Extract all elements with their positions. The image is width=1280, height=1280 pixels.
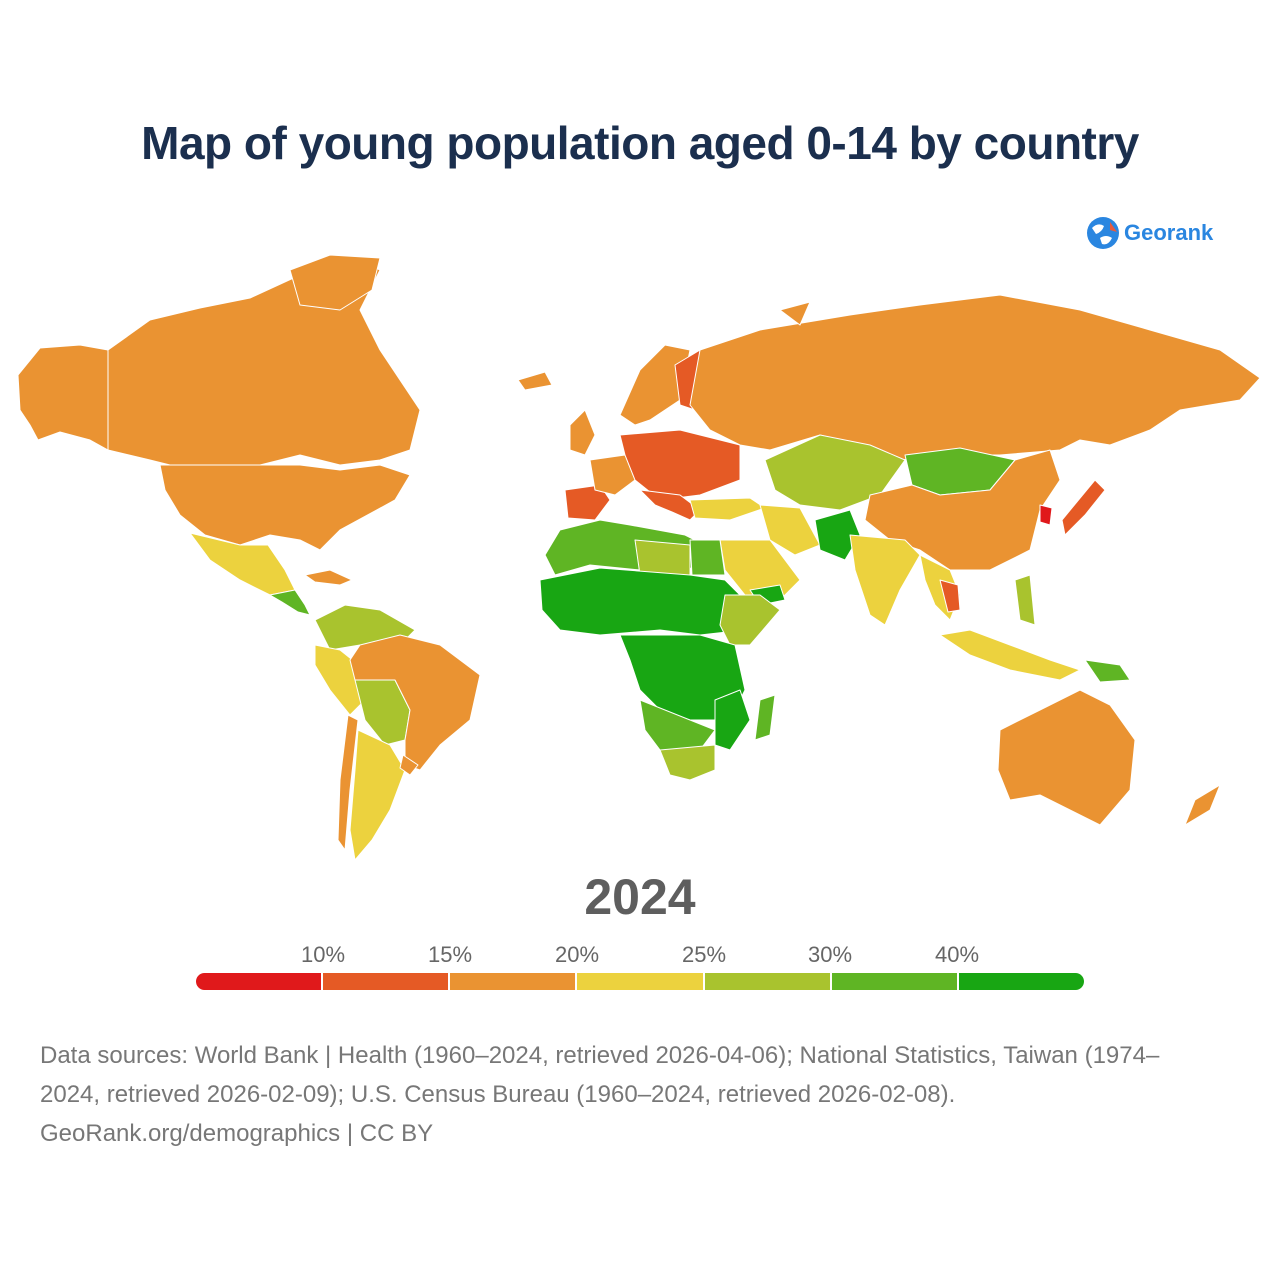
region-southern-africa (659, 744, 716, 781)
region-papua (1084, 659, 1131, 683)
logo-text: Georank (1124, 220, 1214, 245)
region-turkey (689, 497, 766, 521)
legend-swatch (577, 973, 705, 990)
region-central-europe (619, 429, 741, 501)
region-balkans-italy (639, 489, 701, 521)
map-title: Map of young population aged 0-14 by cou… (141, 117, 1139, 169)
sources-line: Data sources: World Bank | Health (1960–… (40, 1042, 1160, 1069)
legend-tick-label: 20% (554, 942, 600, 967)
legend-swatch (196, 973, 324, 990)
sources-link[interactable]: GeoRank.org/demographics | CC BY (40, 1120, 434, 1147)
legend: 10% 15% 20% 25% 30% 40% (196, 940, 1084, 992)
data-sources: Data sources: World Bank | Health (1960–… (40, 1036, 1250, 1153)
region-usa (159, 464, 411, 551)
region-greenland (289, 254, 381, 311)
region-central-africa (619, 634, 746, 721)
region-canada (107, 259, 421, 466)
region-novaya-zemlya (779, 301, 811, 326)
region-thailand (939, 579, 961, 613)
region-east-africa (719, 594, 781, 646)
legend-color-bar (196, 973, 1084, 990)
region-japan (1061, 479, 1106, 536)
region-australia (997, 689, 1136, 826)
region-philippines (1014, 574, 1036, 626)
region-peru-ecuador (314, 644, 371, 716)
globe-icon (1087, 217, 1119, 249)
legend-tick-label: 10% (300, 942, 346, 967)
region-korea (1039, 504, 1053, 526)
georank-logo[interactable]: Georank (1086, 214, 1213, 252)
region-uruguay (399, 754, 419, 776)
legend-tick-label: 30% (807, 942, 853, 967)
region-france (589, 454, 636, 496)
sources-line: 2024, retrieved 2026-02-09); U.S. Census… (40, 1081, 956, 1108)
legend-swatch (450, 973, 578, 990)
legend-tick-label: 25% (681, 942, 727, 967)
legend-swatch (958, 973, 1084, 990)
region-central-america (269, 589, 311, 616)
region-alaska (17, 344, 109, 451)
legend-swatch (323, 973, 451, 990)
legend-swatch (704, 973, 832, 990)
region-caribbean (304, 569, 353, 586)
region-uk-ireland (569, 409, 596, 456)
region-chile (337, 714, 359, 851)
world-map (17, 254, 1261, 861)
legend-swatch (831, 973, 959, 990)
region-argentina (349, 729, 406, 861)
region-libya (634, 539, 691, 576)
region-new-zealand (1184, 784, 1221, 826)
region-india (849, 534, 921, 626)
region-iceland (517, 371, 553, 391)
legend-tick-label: 15% (427, 942, 473, 967)
region-russia (689, 294, 1261, 461)
region-mozambique (714, 689, 751, 751)
year-label: 2024 (584, 869, 696, 925)
region-madagascar (754, 694, 776, 741)
legend-tick-label: 40% (934, 942, 980, 967)
region-egypt (689, 539, 726, 576)
region-iran (759, 504, 821, 556)
region-indonesia (939, 629, 1081, 681)
